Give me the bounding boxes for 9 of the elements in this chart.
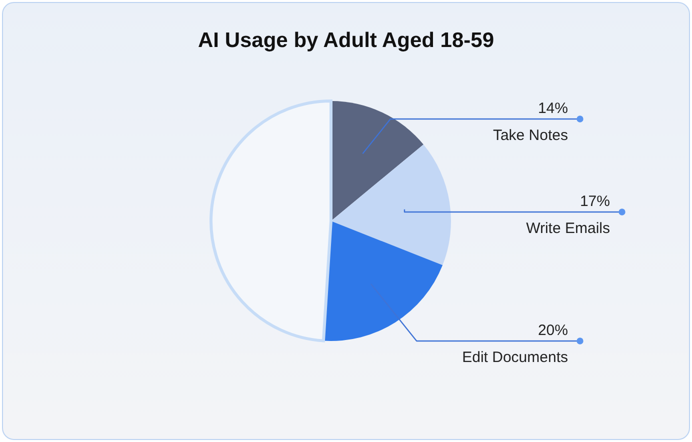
- slice-label: Edit Documents: [462, 349, 568, 366]
- data-label: 14%: [538, 100, 568, 117]
- pie-slice: [323, 221, 443, 341]
- pie-slice: [331, 101, 424, 221]
- chart-title: AI Usage by Adult Aged 18-59: [198, 29, 494, 52]
- data-label: 17%: [580, 193, 610, 210]
- data-label: 20%: [538, 322, 568, 339]
- slice-label: Write Emails: [526, 220, 610, 237]
- slice-label: Take Notes: [492, 127, 568, 144]
